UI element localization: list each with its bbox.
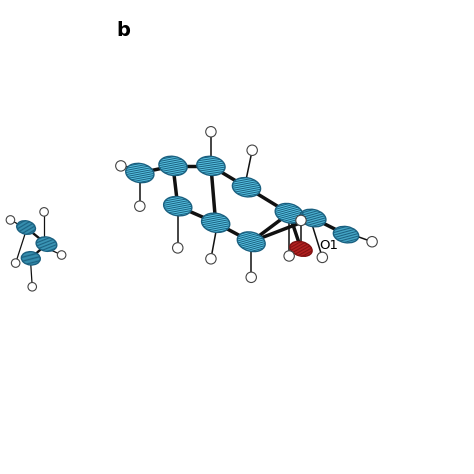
Circle shape	[206, 254, 216, 264]
Ellipse shape	[275, 203, 303, 223]
Circle shape	[116, 161, 126, 171]
Circle shape	[367, 237, 377, 247]
Ellipse shape	[232, 178, 261, 197]
Circle shape	[317, 252, 328, 263]
Ellipse shape	[159, 156, 187, 175]
Ellipse shape	[201, 213, 230, 232]
Ellipse shape	[17, 221, 36, 234]
Circle shape	[40, 208, 48, 216]
Circle shape	[284, 251, 294, 261]
Circle shape	[247, 145, 257, 155]
Text: b: b	[116, 21, 130, 40]
Circle shape	[135, 201, 145, 211]
Ellipse shape	[164, 197, 192, 216]
Ellipse shape	[333, 227, 359, 243]
Ellipse shape	[126, 164, 154, 182]
Circle shape	[28, 283, 36, 291]
Ellipse shape	[36, 237, 57, 251]
Ellipse shape	[21, 252, 40, 265]
Circle shape	[296, 215, 306, 226]
Circle shape	[11, 259, 20, 267]
Ellipse shape	[300, 209, 326, 227]
Ellipse shape	[197, 156, 225, 175]
Circle shape	[6, 216, 15, 224]
Circle shape	[206, 127, 216, 137]
Ellipse shape	[290, 241, 312, 256]
Text: O1: O1	[319, 238, 338, 252]
Circle shape	[246, 272, 256, 283]
Circle shape	[173, 243, 183, 253]
Ellipse shape	[237, 232, 265, 252]
Circle shape	[57, 251, 66, 259]
